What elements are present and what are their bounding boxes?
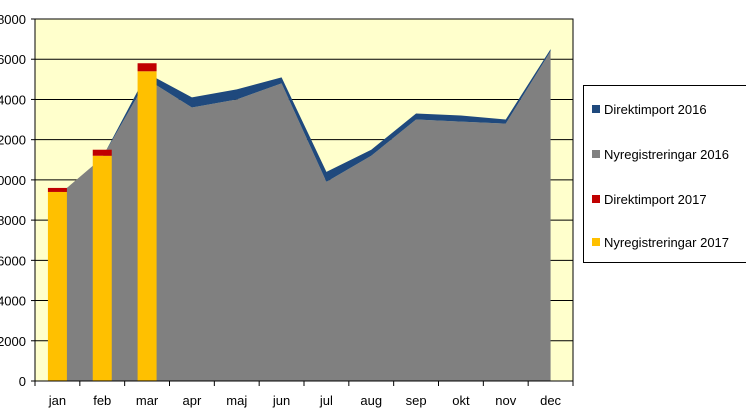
- legend-item-nyregistreringar-2017: Nyregistreringar 2017: [592, 234, 730, 250]
- area-nyregistreringar-2016: [57, 51, 551, 382]
- legend-swatch-nyregistreringar-2016: [592, 150, 600, 158]
- legend-label: Nyregistreringar 2017: [604, 234, 730, 250]
- legend-swatch-direktimport-2017: [592, 195, 600, 203]
- y-tick-label: 6000: [0, 253, 26, 268]
- x-tick-label: jul: [319, 393, 333, 408]
- x-tick-label: aug: [360, 393, 382, 408]
- y-tick-label: 12000: [0, 133, 26, 148]
- x-tick-label: apr: [183, 393, 202, 408]
- legend-swatch-nyregistreringar-2017: [592, 238, 600, 246]
- y-tick-label: 16000: [0, 52, 26, 67]
- legend-label: Direktimport 2017: [604, 191, 707, 207]
- y-tick-label: 10000: [0, 173, 26, 188]
- x-tick-label: jan: [48, 393, 66, 408]
- bar-nyregistreringar-2017-mar: [137, 71, 157, 382]
- legend-item-nyregistreringar-2016: Nyregistreringar 2016: [592, 146, 730, 162]
- legend-item-direktimport-2016: Direktimport 2016: [592, 101, 707, 117]
- y-tick-label: 2000: [0, 334, 26, 349]
- bar-direktimport-2017-feb: [92, 149, 112, 156]
- x-tick-label: maj: [226, 393, 247, 408]
- bar-direktimport-2017-mar: [137, 63, 157, 72]
- legend-label: Direktimport 2016: [604, 101, 707, 117]
- y-tick-label: 8000: [0, 213, 26, 228]
- x-tick-label: okt: [452, 393, 470, 408]
- y-tick-label: 4000: [0, 294, 26, 309]
- x-tick-label: nov: [495, 393, 516, 408]
- x-tick-label: jun: [272, 393, 290, 408]
- x-tick-label: mar: [136, 393, 159, 408]
- legend: Direktimport 2016 Nyregistreringar 2016 …: [583, 85, 746, 263]
- y-tick-label: 18000: [0, 12, 26, 27]
- y-tick-label: 0: [19, 374, 26, 389]
- legend-swatch-direktimport-2016: [592, 105, 600, 113]
- x-tick-label: dec: [540, 393, 561, 408]
- x-tick-label: feb: [93, 393, 111, 408]
- legend-label: Nyregistreringar 2016: [604, 146, 730, 162]
- bar-nyregistreringar-2017-feb: [92, 155, 112, 381]
- legend-item-direktimport-2017: Direktimport 2017: [592, 191, 707, 207]
- bar-direktimport-2017-jan: [47, 187, 67, 192]
- y-tick-label: 14000: [0, 92, 26, 107]
- bar-nyregistreringar-2017-jan: [47, 191, 67, 381]
- x-tick-label: sep: [406, 393, 427, 408]
